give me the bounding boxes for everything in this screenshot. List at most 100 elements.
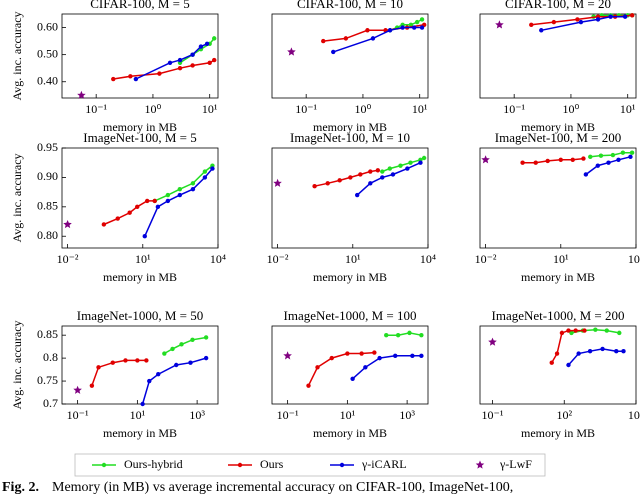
- point-marker: [202, 169, 208, 174]
- star-marker: [63, 220, 72, 229]
- point-marker: [155, 204, 161, 210]
- point-marker: [606, 160, 611, 165]
- point-marker: [135, 204, 140, 210]
- point-marker: [593, 327, 598, 332]
- x-tick-label: 10⁻¹: [503, 102, 525, 116]
- legend-box: [74, 453, 546, 477]
- point-marker: [329, 355, 334, 361]
- point-marker: [147, 378, 152, 384]
- point-marker: [96, 365, 101, 370]
- point-marker: [387, 28, 393, 33]
- point-marker: [622, 14, 628, 19]
- plot-frame: [61, 147, 219, 249]
- point-marker: [177, 57, 183, 63]
- point-marker: [545, 158, 550, 164]
- point-marker: [210, 166, 215, 171]
- point-marker: [583, 172, 589, 177]
- panel-title: CIFAR-100, M = 5: [90, 0, 190, 11]
- x-tick-label: 10¹: [345, 252, 361, 266]
- point-marker: [539, 28, 544, 33]
- panel-title: ImageNet-100, M = 5: [83, 130, 196, 145]
- point-marker: [569, 330, 574, 336]
- point-marker: [533, 160, 538, 165]
- x-tick-label: 10⁴: [210, 252, 226, 266]
- point-marker: [377, 355, 382, 361]
- point-marker: [325, 181, 330, 186]
- y-tick-label: 0.85: [37, 327, 58, 341]
- x-tick-label: 10⁻¹: [85, 102, 107, 116]
- point-marker: [315, 365, 320, 370]
- point-marker: [419, 332, 424, 338]
- point-marker: [89, 383, 95, 388]
- x-tick-label: 10¹: [553, 252, 569, 266]
- panel-title: CIFAR-100, M = 10: [297, 0, 403, 11]
- point-marker: [190, 186, 196, 192]
- point-marker: [620, 150, 626, 155]
- x-tick-label: 10⁴: [628, 252, 640, 266]
- point-marker: [110, 360, 115, 365]
- point-marker: [358, 172, 363, 177]
- point-marker: [152, 198, 157, 204]
- point-marker: [570, 157, 575, 162]
- y-tick-label: 0.85: [37, 199, 58, 213]
- plot-frame: [479, 13, 637, 99]
- point-marker: [190, 63, 195, 68]
- y-tick-label: 0.90: [37, 169, 58, 183]
- point-marker: [566, 328, 571, 333]
- point-marker: [549, 360, 554, 365]
- star-marker: [287, 47, 296, 56]
- point-marker: [123, 358, 128, 363]
- point-marker: [144, 198, 150, 204]
- series-line: [356, 162, 421, 196]
- point-marker: [142, 234, 147, 239]
- x-tick-label: 10⁻¹: [295, 102, 317, 116]
- point-marker: [156, 371, 161, 377]
- point-marker: [204, 41, 210, 47]
- point-marker: [157, 71, 162, 76]
- panel-title: ImageNet-1000, M = 200: [492, 308, 625, 323]
- point-marker: [203, 355, 209, 361]
- x-axis-label: memory in MB: [313, 120, 387, 134]
- point-marker: [595, 163, 601, 168]
- plot-frame: [61, 325, 219, 405]
- x-axis-label: memory in MB: [313, 426, 387, 440]
- point-marker: [421, 155, 427, 161]
- point-marker: [588, 154, 593, 160]
- y-tick-label: 0.50: [37, 46, 58, 60]
- star-marker: [77, 90, 86, 99]
- point-marker: [419, 17, 425, 22]
- point-marker: [368, 181, 373, 186]
- point-marker: [363, 365, 368, 370]
- point-marker: [628, 154, 633, 160]
- x-tick-label: 10⁻²: [475, 252, 497, 266]
- legend-marker: [475, 460, 485, 469]
- point-marker: [405, 166, 410, 171]
- plot-frame: [61, 13, 219, 99]
- point-marker: [614, 349, 619, 354]
- point-marker: [177, 192, 183, 198]
- point-marker: [144, 358, 149, 363]
- x-axis-label: memory in MB: [103, 426, 177, 440]
- point-marker: [312, 184, 317, 189]
- point-marker: [211, 36, 217, 41]
- x-tick-label: 10⁵: [628, 408, 640, 422]
- point-marker: [207, 60, 212, 65]
- point-marker: [576, 351, 581, 356]
- plot-frame: [271, 13, 429, 99]
- point-marker: [128, 74, 133, 79]
- point-marker: [354, 192, 360, 198]
- point-marker: [111, 76, 116, 82]
- x-tick-label: 10³: [399, 408, 415, 422]
- series-line: [91, 359, 147, 386]
- point-marker: [554, 351, 560, 356]
- x-axis-label: memory in MB: [103, 270, 177, 284]
- y-axis-label: Avg. inc. accuracy: [10, 320, 24, 409]
- point-marker: [629, 13, 635, 18]
- point-marker: [380, 169, 385, 174]
- point-marker: [384, 332, 389, 338]
- x-tick-label: 10⁻¹: [277, 408, 299, 422]
- x-axis-label: memory in MB: [521, 120, 595, 134]
- point-marker: [587, 349, 593, 354]
- point-marker: [372, 350, 377, 355]
- series-line: [585, 156, 631, 176]
